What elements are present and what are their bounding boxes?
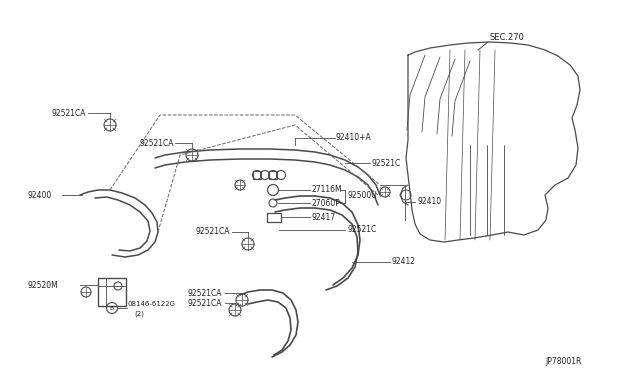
Text: 92521C: 92521C [372,158,401,167]
Text: 92521C: 92521C [347,225,376,234]
Text: B: B [110,305,114,311]
Text: 92521CA: 92521CA [196,228,230,237]
Text: 92521CA: 92521CA [188,298,223,308]
Text: 92500U: 92500U [347,192,377,201]
Text: 92400: 92400 [28,190,52,199]
Text: 92520M: 92520M [28,280,59,289]
Text: 92521CA: 92521CA [188,289,223,298]
Bar [269,171,277,179]
Text: SEC.270: SEC.270 [490,33,525,42]
Text: 27116M: 27116M [312,186,342,195]
Text: 92521CA: 92521CA [140,138,175,148]
Text: JP78001R: JP78001R [545,357,581,366]
Text: 92410+A: 92410+A [336,134,372,142]
Bar [253,171,261,179]
Text: 08146-6122G: 08146-6122G [128,301,176,307]
Text: 92417: 92417 [312,212,336,221]
Text: 92412: 92412 [392,257,416,266]
Text: (2): (2) [134,311,144,317]
Bar [267,213,281,222]
Text: 92410: 92410 [417,198,441,206]
Text: 92521CA: 92521CA [52,109,86,118]
Text: 27060P: 27060P [312,199,341,208]
